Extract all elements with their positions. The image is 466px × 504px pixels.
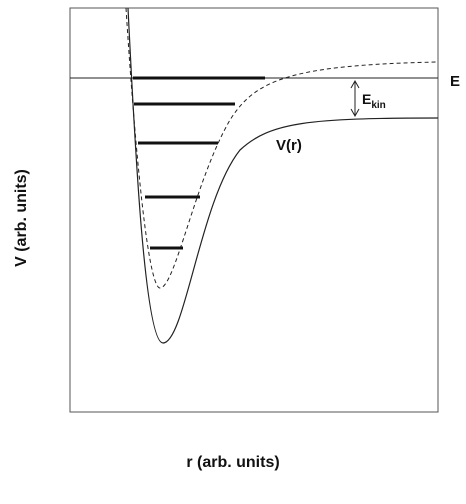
arrow-head	[350, 108, 360, 118]
potential-label: V(r)	[276, 137, 302, 154]
y-axis-label: V (arb. units)	[13, 169, 30, 267]
x-axis-label: r (arb. units)	[186, 454, 279, 471]
frame	[69, 7, 439, 413]
arrow-head	[350, 79, 360, 89]
dashed-curve	[125, 7, 439, 289]
levels	[133, 76, 265, 250]
kinetic-label: Ekin	[362, 91, 386, 111]
kinetic-arrow	[350, 79, 360, 118]
energy-label: E	[450, 73, 460, 90]
kinetic-label-base: E	[362, 91, 371, 107]
potential-curve	[127, 7, 439, 344]
kinetic-label-subscript: kin	[371, 100, 385, 111]
